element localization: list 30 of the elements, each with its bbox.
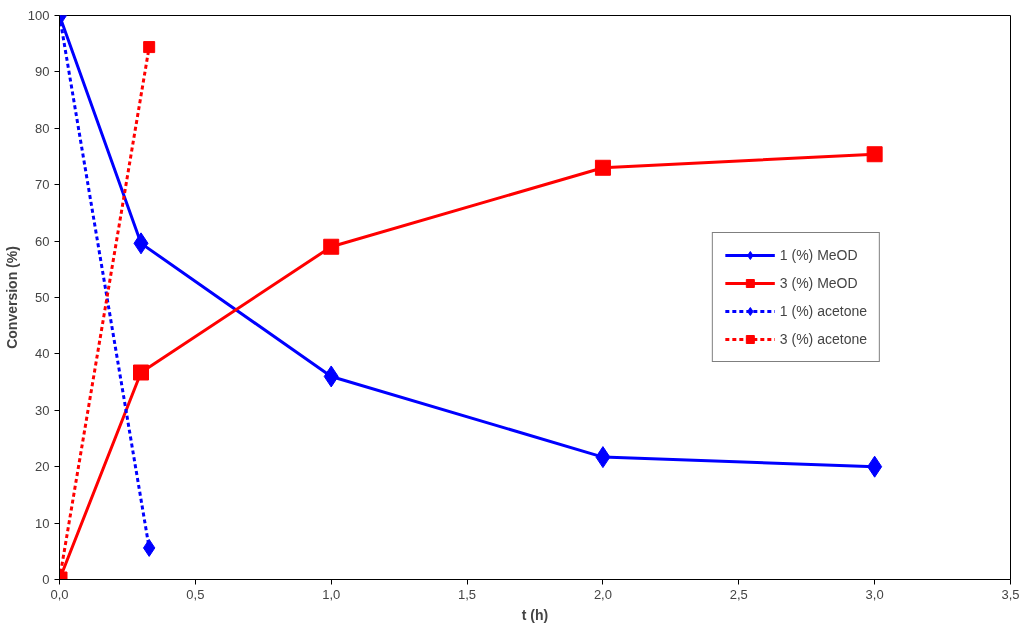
y-tick-label: 0 [42, 572, 50, 587]
x-tick-label: 2,5 [729, 586, 748, 602]
legend-label: 1 (%) acetone [779, 303, 867, 319]
y-tick-label: 50 [35, 290, 50, 305]
x-tick-label: 3,0 [865, 586, 884, 602]
y-tick-label: 90 [35, 64, 50, 80]
point [133, 364, 150, 381]
y-tick-label: 100 [27, 8, 50, 23]
x-tick-label: 0,0 [50, 586, 69, 602]
y-axis-title: Conversion (%) [3, 246, 20, 349]
x-tick-label: 1,0 [322, 586, 341, 602]
y-tick-label: 40 [35, 346, 50, 362]
x-tick-label: 1,5 [458, 586, 477, 602]
x-tick-label: 0,5 [186, 586, 205, 602]
y-tick-label: 10 [35, 515, 50, 531]
y-tick-label: 20 [35, 459, 50, 475]
y-tick-label: 80 [35, 120, 50, 136]
legend-label: 3 (%) MeOD [779, 275, 858, 291]
point [594, 159, 611, 176]
y-tick-label: 30 [35, 402, 50, 418]
legend-label: 3 (%) acetone [779, 331, 867, 347]
point [866, 146, 883, 163]
x-tick-label: 3,5 [1001, 586, 1020, 602]
y-tick-label: 60 [35, 233, 50, 249]
y-tick-label: 70 [35, 177, 50, 193]
legend-label: 1 (%) MeOD [779, 247, 858, 263]
point [323, 238, 340, 255]
point [143, 41, 156, 54]
x-axis-title: t (h) [521, 606, 549, 623]
x-tick-label: 2,0 [593, 586, 612, 602]
